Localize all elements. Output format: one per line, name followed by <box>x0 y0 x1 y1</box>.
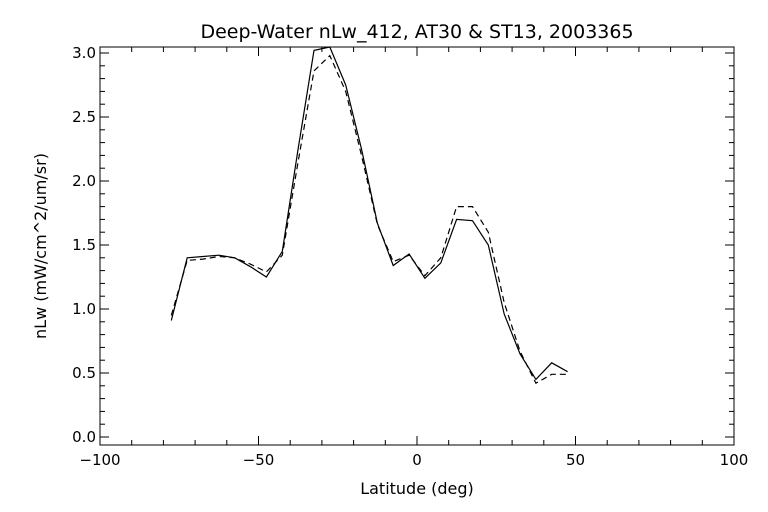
x-tick-label: −50 <box>243 451 275 469</box>
axis-ticks: −100 −50 0 50 100 0.0 0.5 1.0 1.5 2.0 2.5 3.0 <box>72 44 748 469</box>
y-tick-label: 3.0 <box>72 44 96 62</box>
x-tick-label: 100 <box>720 451 749 469</box>
y-tick-label: 2.0 <box>72 172 96 190</box>
y-tick-label: 2.5 <box>72 108 96 126</box>
y-tick-label: 1.5 <box>72 236 96 254</box>
y-tick-label: 0.5 <box>72 364 96 382</box>
y-axis-label: nLw (mW/cm^2/um/sr) <box>31 153 50 339</box>
series-line-dashed <box>170 54 568 385</box>
y-tick-label: 1.0 <box>72 300 96 318</box>
x-tick-label: −100 <box>79 451 120 469</box>
x-axis-label: Latitude (deg) <box>360 479 474 498</box>
series-line-solid <box>170 46 568 381</box>
plot-frame <box>99 46 735 446</box>
x-tick-label: 0 <box>412 451 422 469</box>
y-tick-label: 0.0 <box>72 428 96 446</box>
x-tick-label: 50 <box>566 451 585 469</box>
chart-title: Deep-Water nLw_412, AT30 & ST13, 2003365 <box>200 21 633 43</box>
series-lines <box>170 46 568 385</box>
